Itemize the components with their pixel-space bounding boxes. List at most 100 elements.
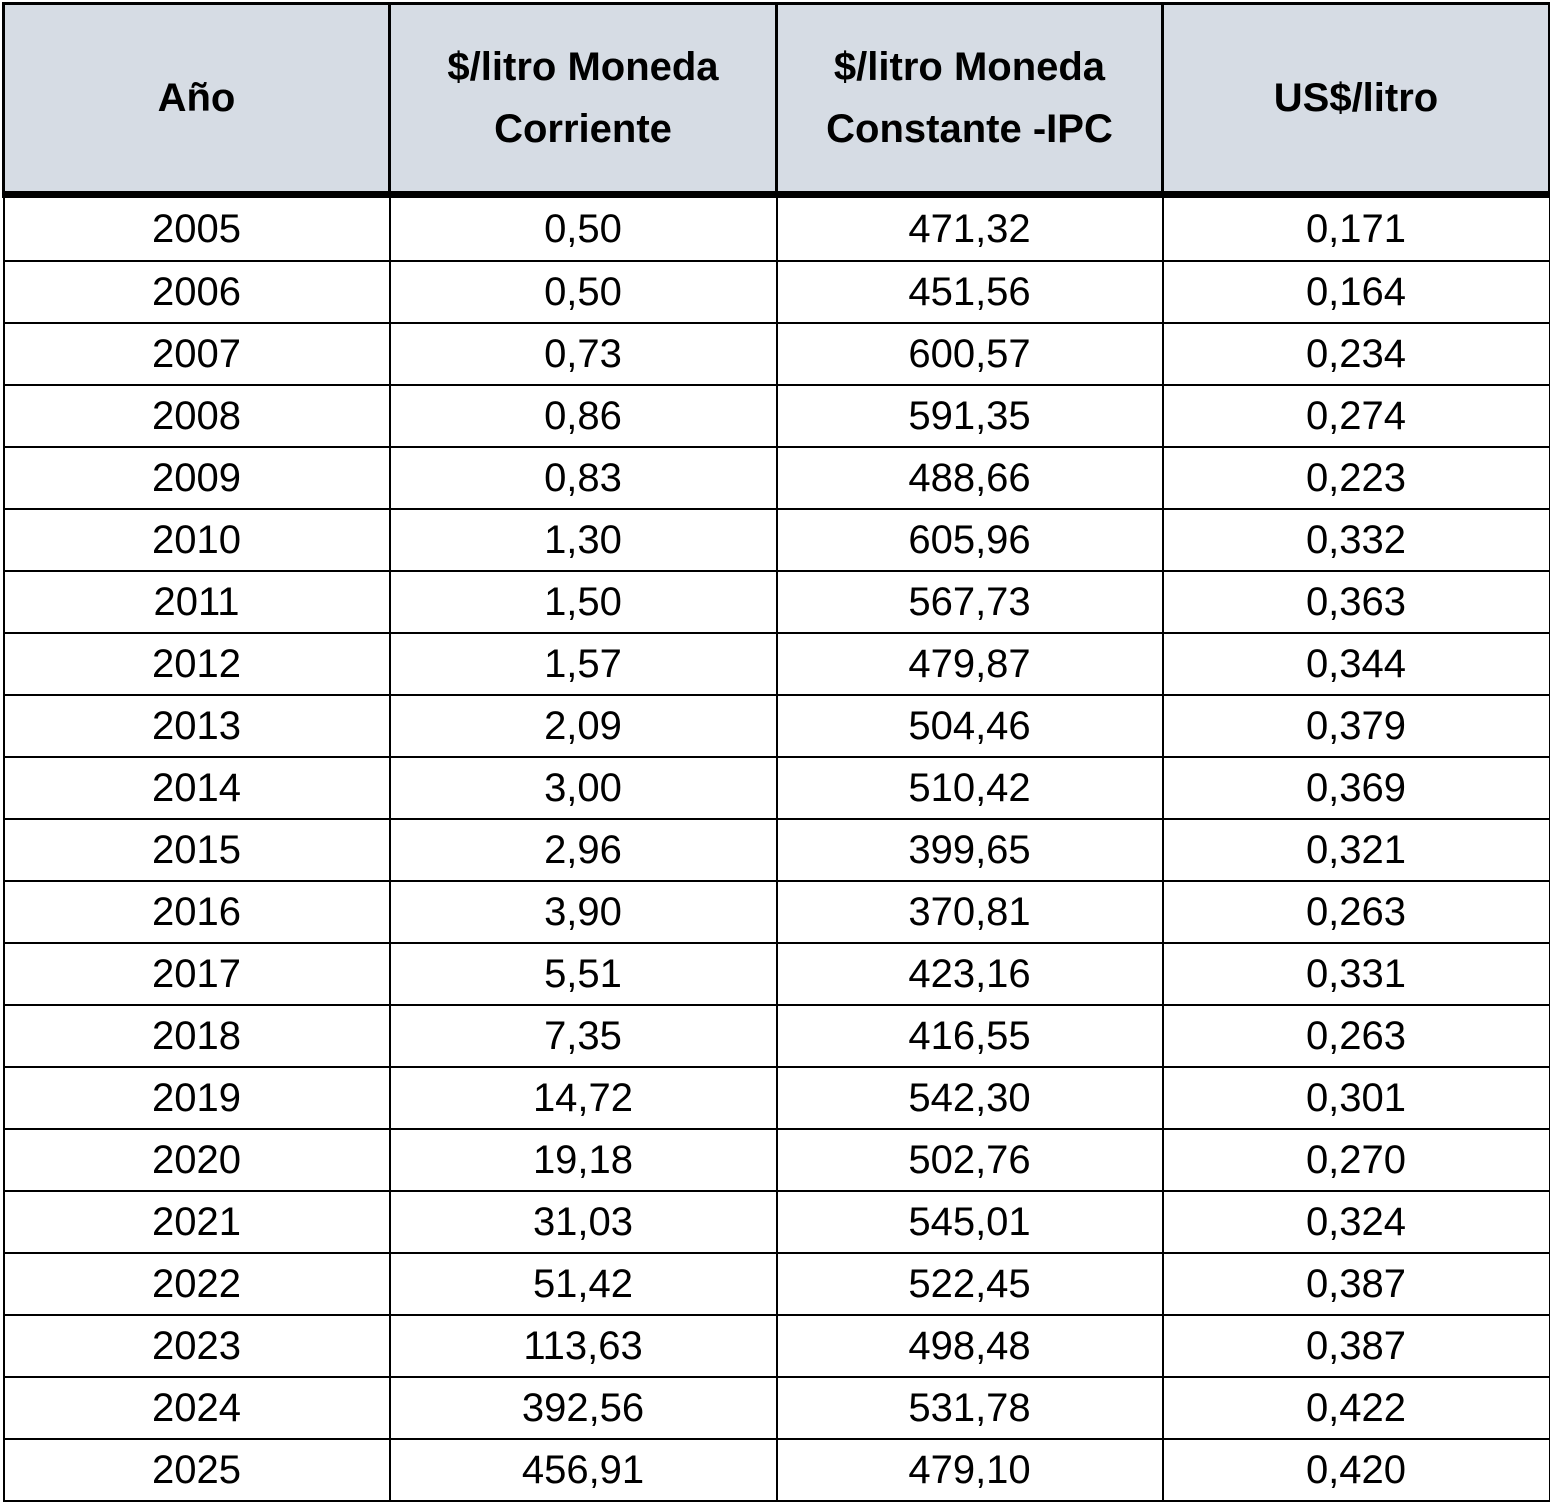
cell-usd-per-liter: 0,270 (1161, 1128, 1550, 1192)
cell-usd-per-liter: 0,171 (1161, 193, 1550, 262)
cell-constant-currency: 545,01 (775, 1190, 1164, 1254)
cell-constant-currency: 488,66 (775, 446, 1164, 510)
cell-constant-currency: 542,30 (775, 1066, 1164, 1130)
cell-usd-per-liter: 0,301 (1161, 1066, 1550, 1130)
cell-current-currency: 7,35 (388, 1004, 778, 1068)
cell-current-currency: 3,00 (388, 756, 778, 820)
table-row: 2025 456,91 479,10 0,420 (2, 1438, 1550, 1502)
cell-usd-per-liter: 0,363 (1161, 570, 1550, 634)
cell-constant-currency: 600,57 (775, 322, 1164, 386)
table-row: 2006 0,50 451,56 0,164 (2, 260, 1550, 324)
cell-current-currency: 2,09 (388, 694, 778, 758)
cell-constant-currency: 522,45 (775, 1252, 1164, 1316)
cell-constant-currency: 502,76 (775, 1128, 1164, 1192)
cell-year: 2014 (2, 756, 391, 820)
cell-usd-per-liter: 0,344 (1161, 632, 1550, 696)
cell-usd-per-liter: 0,422 (1161, 1376, 1550, 1440)
cell-current-currency: 456,91 (388, 1438, 778, 1502)
cell-current-currency: 19,18 (388, 1128, 778, 1192)
cell-year: 2022 (2, 1252, 391, 1316)
cell-constant-currency: 423,16 (775, 942, 1164, 1006)
cell-year: 2020 (2, 1128, 391, 1192)
cell-usd-per-liter: 0,234 (1161, 322, 1550, 386)
cell-constant-currency: 399,65 (775, 818, 1164, 882)
cell-current-currency: 0,83 (388, 446, 778, 510)
cell-current-currency: 1,50 (388, 570, 778, 634)
table-body: 2005 0,50 471,32 0,171 2006 0,50 451,56 0,164 20… (2, 193, 1550, 1502)
cell-current-currency: 3,90 (388, 880, 778, 944)
cell-current-currency: 0,86 (388, 384, 778, 448)
cell-year: 2019 (2, 1066, 391, 1130)
cell-current-currency: 5,51 (388, 942, 778, 1006)
cell-year: 2013 (2, 694, 391, 758)
cell-constant-currency: 498,48 (775, 1314, 1164, 1378)
header-row: Año $/litro Moneda Corriente $/litro Mon… (2, 2, 1550, 198)
table-row: 2019 14,72 542,30 0,301 (2, 1066, 1550, 1130)
cell-current-currency: 0,73 (388, 322, 778, 386)
cell-year: 2005 (2, 193, 391, 262)
cell-constant-currency: 510,42 (775, 756, 1164, 820)
cell-usd-per-liter: 0,387 (1161, 1252, 1550, 1316)
cell-usd-per-liter: 0,324 (1161, 1190, 1550, 1254)
cell-current-currency: 0,50 (388, 193, 778, 262)
cell-current-currency: 14,72 (388, 1066, 778, 1130)
cell-year: 2008 (2, 384, 391, 448)
cell-usd-per-liter: 0,274 (1161, 384, 1550, 448)
cell-constant-currency: 605,96 (775, 508, 1164, 572)
cell-usd-per-liter: 0,223 (1161, 446, 1550, 510)
table-row: 2023 113,63 498,48 0,387 (2, 1314, 1550, 1378)
table-row: 2020 19,18 502,76 0,270 (2, 1128, 1550, 1192)
table-row: 2021 31,03 545,01 0,324 (2, 1190, 1550, 1254)
table-row: 2022 51,42 522,45 0,387 (2, 1252, 1550, 1316)
cell-year: 2011 (2, 570, 391, 634)
cell-constant-currency: 370,81 (775, 880, 1164, 944)
table-row: 2007 0,73 600,57 0,234 (2, 322, 1550, 386)
cell-current-currency: 51,42 (388, 1252, 778, 1316)
table-row: 2018 7,35 416,55 0,263 (2, 1004, 1550, 1068)
table-row: 2013 2,09 504,46 0,379 (2, 694, 1550, 758)
table-row: 2009 0,83 488,66 0,223 (2, 446, 1550, 510)
cell-constant-currency: 567,73 (775, 570, 1164, 634)
cell-year: 2009 (2, 446, 391, 510)
cell-constant-currency: 479,87 (775, 632, 1164, 696)
table-row: 2015 2,96 399,65 0,321 (2, 818, 1550, 882)
cell-current-currency: 392,56 (388, 1376, 778, 1440)
cell-constant-currency: 479,10 (775, 1438, 1164, 1502)
cell-usd-per-liter: 0,420 (1161, 1438, 1550, 1502)
table-row: 2024 392,56 531,78 0,422 (2, 1376, 1550, 1440)
header-year: Año (2, 2, 391, 198)
cell-current-currency: 113,63 (388, 1314, 778, 1378)
cell-usd-per-liter: 0,332 (1161, 508, 1550, 572)
table-row: 2008 0,86 591,35 0,274 (2, 384, 1550, 448)
cell-usd-per-liter: 0,369 (1161, 756, 1550, 820)
cell-constant-currency: 451,56 (775, 260, 1164, 324)
cell-usd-per-liter: 0,331 (1161, 942, 1550, 1006)
cell-constant-currency: 591,35 (775, 384, 1164, 448)
cell-year: 2025 (2, 1438, 391, 1502)
cell-year: 2012 (2, 632, 391, 696)
cell-current-currency: 1,57 (388, 632, 778, 696)
cell-year: 2017 (2, 942, 391, 1006)
header-constant-currency: $/litro Moneda Constante -IPC (775, 2, 1164, 198)
cell-usd-per-liter: 0,263 (1161, 1004, 1550, 1068)
cell-constant-currency: 416,55 (775, 1004, 1164, 1068)
cell-current-currency: 31,03 (388, 1190, 778, 1254)
cell-constant-currency: 531,78 (775, 1376, 1164, 1440)
table-row: 2005 0,50 471,32 0,171 (2, 193, 1550, 262)
table-row: 2010 1,30 605,96 0,332 (2, 508, 1550, 572)
cell-year: 2007 (2, 322, 391, 386)
cell-current-currency: 0,50 (388, 260, 778, 324)
cell-current-currency: 1,30 (388, 508, 778, 572)
cell-current-currency: 2,96 (388, 818, 778, 882)
table-row: 2014 3,00 510,42 0,369 (2, 756, 1550, 820)
cell-year: 2006 (2, 260, 391, 324)
table-row: 2017 5,51 423,16 0,331 (2, 942, 1550, 1006)
header-usd-per-liter: US$/litro (1161, 2, 1550, 198)
cell-year: 2024 (2, 1376, 391, 1440)
cell-usd-per-liter: 0,263 (1161, 880, 1550, 944)
table-row: 2016 3,90 370,81 0,263 (2, 880, 1550, 944)
cell-year: 2021 (2, 1190, 391, 1254)
cell-constant-currency: 504,46 (775, 694, 1164, 758)
cell-constant-currency: 471,32 (775, 193, 1164, 262)
